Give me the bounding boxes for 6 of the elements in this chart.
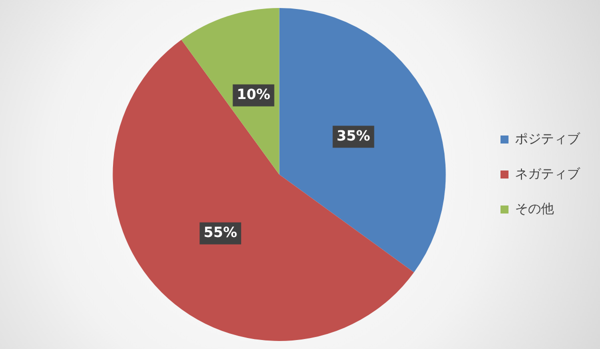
legend-label: その他 bbox=[515, 202, 554, 217]
legend-label: ポジティブ bbox=[515, 132, 581, 147]
data-label: 35% bbox=[336, 128, 370, 144]
data-label: 10% bbox=[236, 86, 270, 103]
data-label: 55% bbox=[204, 225, 238, 242]
legend-label: ネガティブ bbox=[515, 166, 581, 182]
